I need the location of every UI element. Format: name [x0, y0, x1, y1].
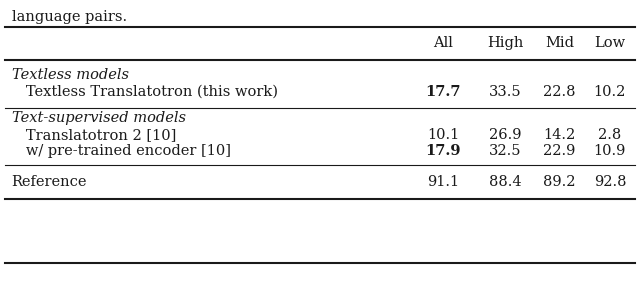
Text: 88.4: 88.4: [489, 175, 521, 189]
Text: 26.9: 26.9: [489, 128, 521, 142]
Text: w/ pre-trained encoder [10]: w/ pre-trained encoder [10]: [12, 144, 230, 158]
Text: Text-supervised models: Text-supervised models: [12, 111, 186, 125]
Text: 10.1: 10.1: [427, 128, 459, 142]
Text: 14.2: 14.2: [543, 128, 575, 142]
Text: 32.5: 32.5: [489, 144, 521, 158]
Text: 17.7: 17.7: [425, 85, 461, 99]
Text: 91.1: 91.1: [427, 175, 459, 189]
Text: 2.8: 2.8: [598, 128, 621, 142]
Text: 33.5: 33.5: [489, 85, 521, 99]
Text: Translatotron 2 [10]: Translatotron 2 [10]: [12, 128, 176, 142]
Text: Textless Translatotron (this work): Textless Translatotron (this work): [12, 85, 278, 99]
Text: 92.8: 92.8: [594, 175, 626, 189]
Text: 17.9: 17.9: [425, 144, 461, 158]
Text: 10.2: 10.2: [594, 85, 626, 99]
Text: All: All: [433, 36, 453, 50]
Text: 22.9: 22.9: [543, 144, 575, 158]
Text: 22.8: 22.8: [543, 85, 575, 99]
Text: 10.9: 10.9: [594, 144, 626, 158]
Text: Reference: Reference: [12, 175, 87, 189]
Text: 89.2: 89.2: [543, 175, 575, 189]
Text: Mid: Mid: [545, 36, 574, 50]
Text: High: High: [487, 36, 523, 50]
Text: Low: Low: [595, 36, 625, 50]
Text: Textless models: Textless models: [12, 68, 129, 82]
Text: language pairs.: language pairs.: [12, 10, 127, 24]
